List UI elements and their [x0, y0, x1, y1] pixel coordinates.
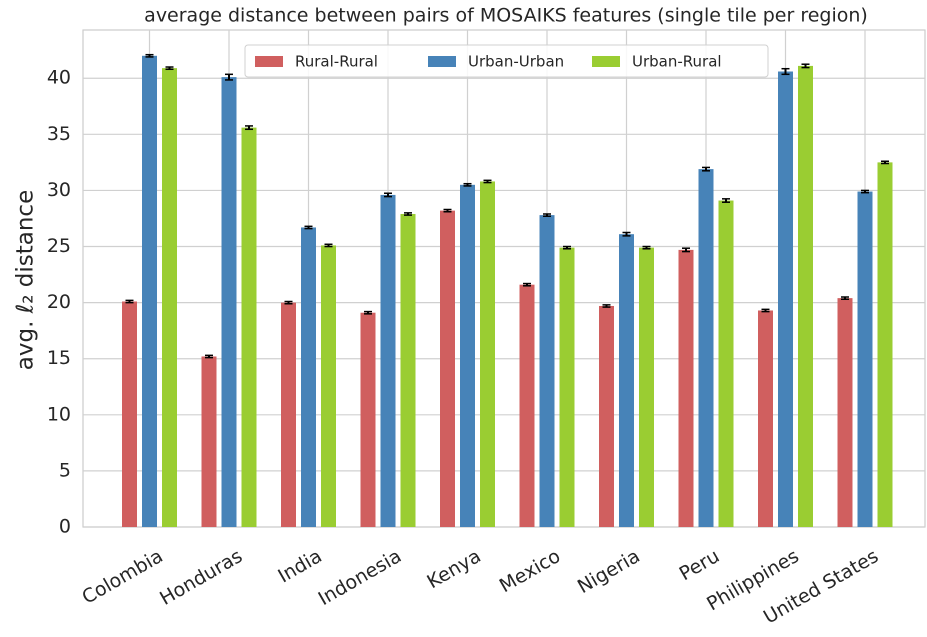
- bar: [221, 77, 237, 528]
- bar: [380, 194, 396, 527]
- bar: [678, 249, 694, 527]
- legend-swatch: [592, 56, 620, 67]
- legend-label: Urban-Rural: [632, 53, 722, 71]
- bar: [599, 305, 614, 527]
- bar: [440, 210, 455, 527]
- x-tick-label: Indonesia: [315, 545, 406, 610]
- bars: [122, 53, 893, 528]
- bar: [619, 234, 634, 527]
- bar: [201, 356, 217, 527]
- bar: [798, 65, 813, 527]
- legend-box: [244, 44, 769, 78]
- bar: [162, 68, 177, 527]
- bar: [519, 284, 535, 527]
- y-tick-label: 40: [47, 67, 71, 89]
- bar: [142, 55, 157, 527]
- x-tick-label: Peru: [676, 545, 724, 585]
- bar: [857, 191, 873, 528]
- bar: [837, 298, 853, 527]
- bar: [360, 312, 376, 527]
- bar: [321, 245, 336, 528]
- bar: [877, 162, 893, 528]
- y-axis-label: avg. ℓ₂ distance: [13, 190, 39, 370]
- y-tick-label: 0: [59, 516, 71, 538]
- bar: [758, 310, 773, 527]
- y-tick-label: 30: [47, 179, 71, 201]
- chart-title: average distance between pairs of MOSAIK…: [144, 5, 868, 27]
- bar: [718, 200, 734, 528]
- legend-label: Rural-Rural: [295, 53, 378, 71]
- y-tick-label: 5: [59, 459, 71, 481]
- x-tick-label: Colombia: [78, 545, 166, 609]
- x-tick-label: Nigeria: [574, 545, 644, 598]
- bar: [400, 213, 416, 527]
- bar: [281, 302, 296, 527]
- bar: [241, 127, 257, 527]
- bar: [539, 215, 555, 528]
- bar: [559, 247, 575, 527]
- legend-label: Urban-Urban: [468, 53, 564, 71]
- y-tick-label: 25: [47, 235, 71, 257]
- x-tick-label: Honduras: [156, 545, 246, 610]
- legend-swatch: [428, 56, 456, 67]
- x-tick-label: India: [274, 545, 325, 587]
- y-tick-label: 10: [47, 403, 71, 425]
- bar: [460, 184, 475, 528]
- bar: [639, 247, 654, 527]
- legend-swatch: [255, 56, 283, 67]
- bar: [698, 169, 714, 528]
- x-tick-label: Kenya: [423, 545, 484, 593]
- bar: [122, 301, 137, 527]
- x-tick-label: Mexico: [496, 545, 564, 597]
- y-tick-label: 15: [47, 347, 71, 369]
- y-tick-label: 35: [47, 123, 71, 145]
- bar: [480, 181, 495, 527]
- bar: [778, 71, 793, 527]
- bar: [301, 227, 316, 527]
- legend: Rural-Rural Urban-Urban Urban-Rural: [244, 44, 769, 78]
- y-tick-label: 20: [47, 291, 71, 313]
